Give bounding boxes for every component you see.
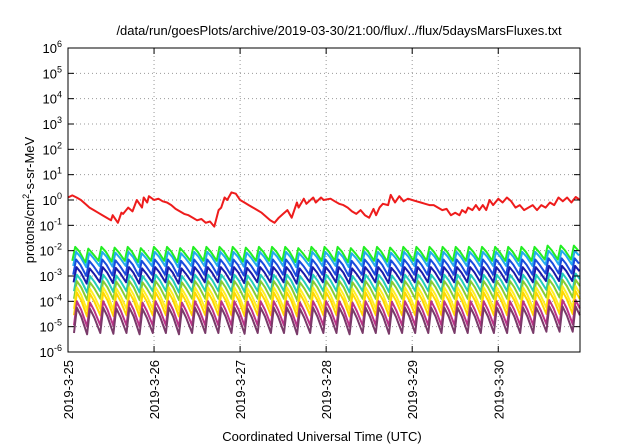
y-tick-label: 10-1 (40, 216, 62, 233)
y-tick-label: 105 (43, 64, 62, 81)
y-axis-label-pre: protons/cm (22, 199, 37, 263)
series-line-6 (73, 278, 581, 302)
y-tick-label: 101 (43, 166, 62, 183)
series-line-1 (71, 244, 579, 264)
y-tick-label: 106 (43, 39, 62, 56)
series-line-2 (72, 249, 580, 269)
y-tick-label: 10-2 (40, 242, 62, 259)
series-line-4 (72, 264, 581, 285)
x-tick-label: 2019-3-30 (491, 360, 506, 419)
y-tick-label: 10-4 (40, 292, 62, 309)
y-tick-label: 103 (43, 115, 62, 132)
series-line-3 (72, 257, 580, 277)
x-axis-label: Coordinated Universal Time (UTC) (222, 429, 421, 444)
series-line-0 (67, 191, 581, 228)
x-tick-label: 2019-3-25 (61, 360, 76, 419)
y-tick-label: 104 (43, 90, 62, 107)
x-tick-label: 2019-3-28 (319, 360, 334, 419)
chart-title: /data/run/goesPlots/archive/2019-03-30/2… (116, 23, 562, 38)
y-axis-label-sup: 2 (21, 194, 31, 199)
axis-ticks (67, 47, 580, 353)
y-tick-label: 10-3 (40, 267, 62, 284)
series-layer (67, 191, 581, 336)
series-line-5 (73, 272, 581, 294)
y-tick-label: 102 (43, 140, 62, 157)
y-axis-label-post: -s-sr-MeV (22, 136, 37, 193)
y-tick-label: 10-6 (40, 343, 62, 360)
y-tick-label: 10-5 (40, 318, 62, 335)
series-line-8 (73, 290, 581, 318)
series-line-10 (73, 305, 581, 336)
x-tick-label: 2019-3-26 (147, 360, 162, 419)
y-tick-labels: 10-6 10-5 10-4 10-3 10-2 10-1 100 101 102 103 104 1… (40, 39, 62, 360)
x-tick-label: 2019-3-27 (233, 360, 248, 419)
x-tick-label: 2019-3-29 (405, 360, 420, 419)
y-tick-label: 100 (43, 191, 62, 208)
y-axis-label: protons/cm2-s-sr-MeV (21, 136, 37, 263)
x-tick-labels: 2019-3-25 2019-3-26 2019-3-27 2019-3-28 2019… (61, 360, 506, 419)
